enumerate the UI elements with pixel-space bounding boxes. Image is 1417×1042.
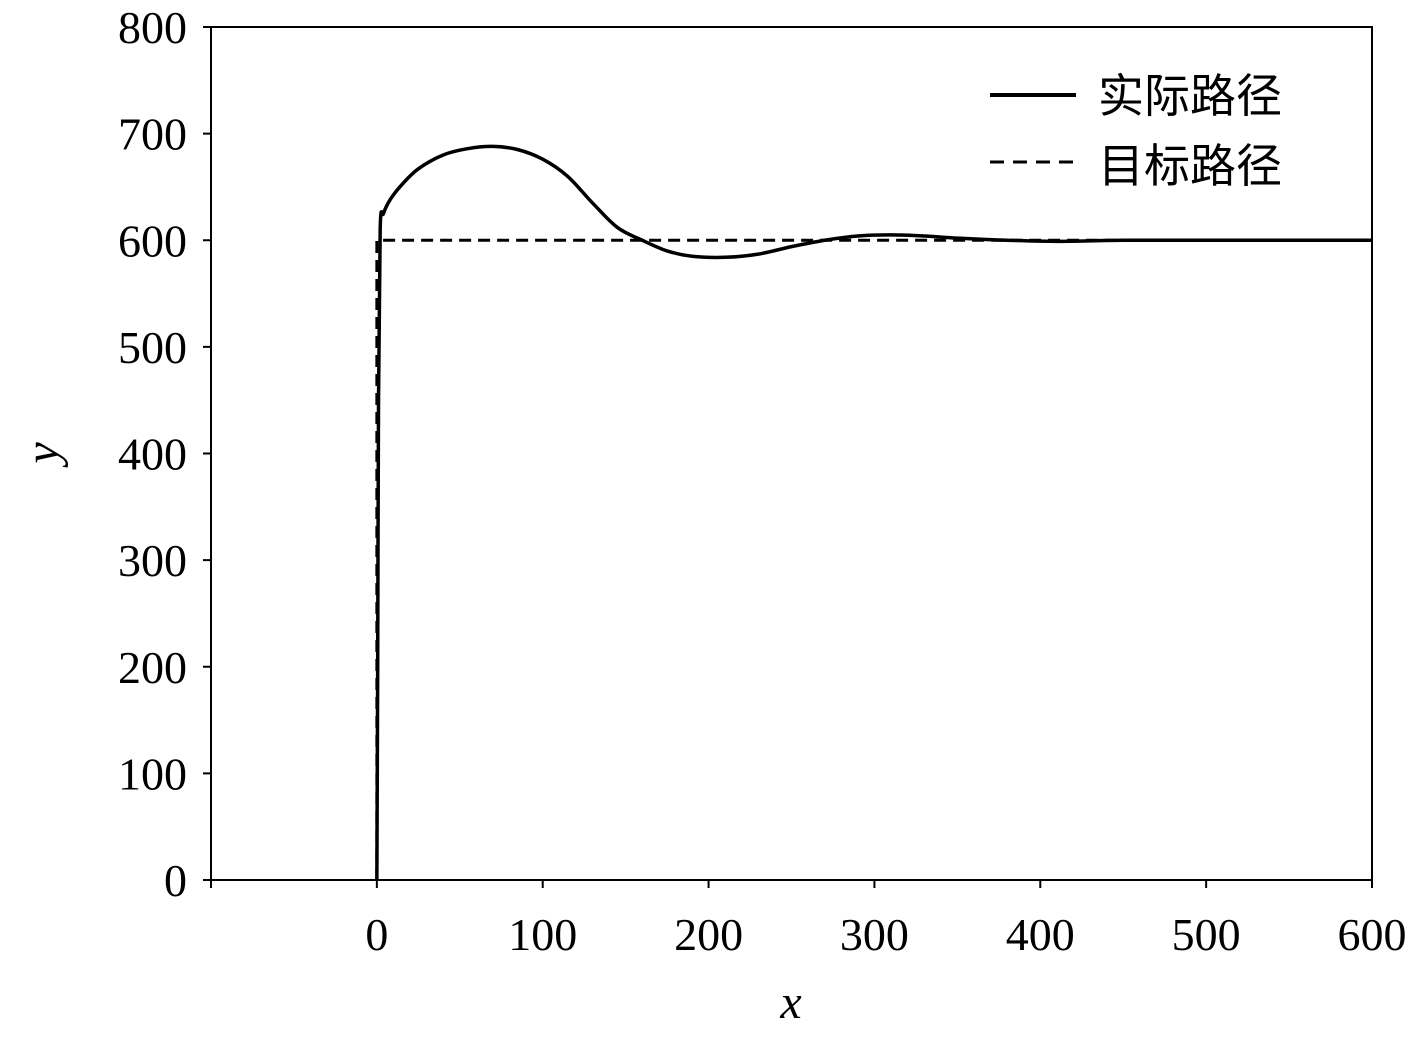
- x-axis-ticks: 0 100 200 300 400 500 600: [210, 880, 1407, 960]
- x-tick-label: 500: [1172, 909, 1241, 960]
- y-tick-label: 200: [118, 642, 187, 693]
- y-tick-label: 700: [118, 109, 187, 160]
- series-line-actual: [375, 144, 1372, 881]
- y-tick-label: 600: [118, 215, 187, 266]
- legend-label-target: 目标路径: [1098, 139, 1282, 193]
- x-tick-label: 300: [840, 909, 909, 960]
- legend: 实际路径 目标路径: [990, 69, 1282, 193]
- x-tick-label: 400: [1006, 909, 1075, 960]
- y-axis-ticks: 0 100 200 300 400 500 600 700 800: [118, 2, 211, 906]
- y-tick-label: 100: [118, 748, 187, 799]
- y-tick-label: 500: [118, 322, 187, 373]
- x-axis-title: x: [779, 976, 801, 1029]
- x-tick-label: 600: [1338, 909, 1407, 960]
- y-tick-label: 800: [118, 2, 187, 53]
- y-tick-label: 300: [118, 535, 187, 586]
- y-axis-title: y: [16, 442, 69, 469]
- y-tick-label: 400: [118, 429, 187, 480]
- x-tick-label: 0: [365, 909, 388, 960]
- x-tick-label: 100: [508, 909, 577, 960]
- series-line-target: [375, 238, 1372, 880]
- series-lines: [375, 144, 1372, 881]
- x-tick-label: 200: [674, 909, 743, 960]
- legend-label-actual: 实际路径: [1098, 69, 1282, 123]
- y-tick-label: 0: [164, 855, 187, 906]
